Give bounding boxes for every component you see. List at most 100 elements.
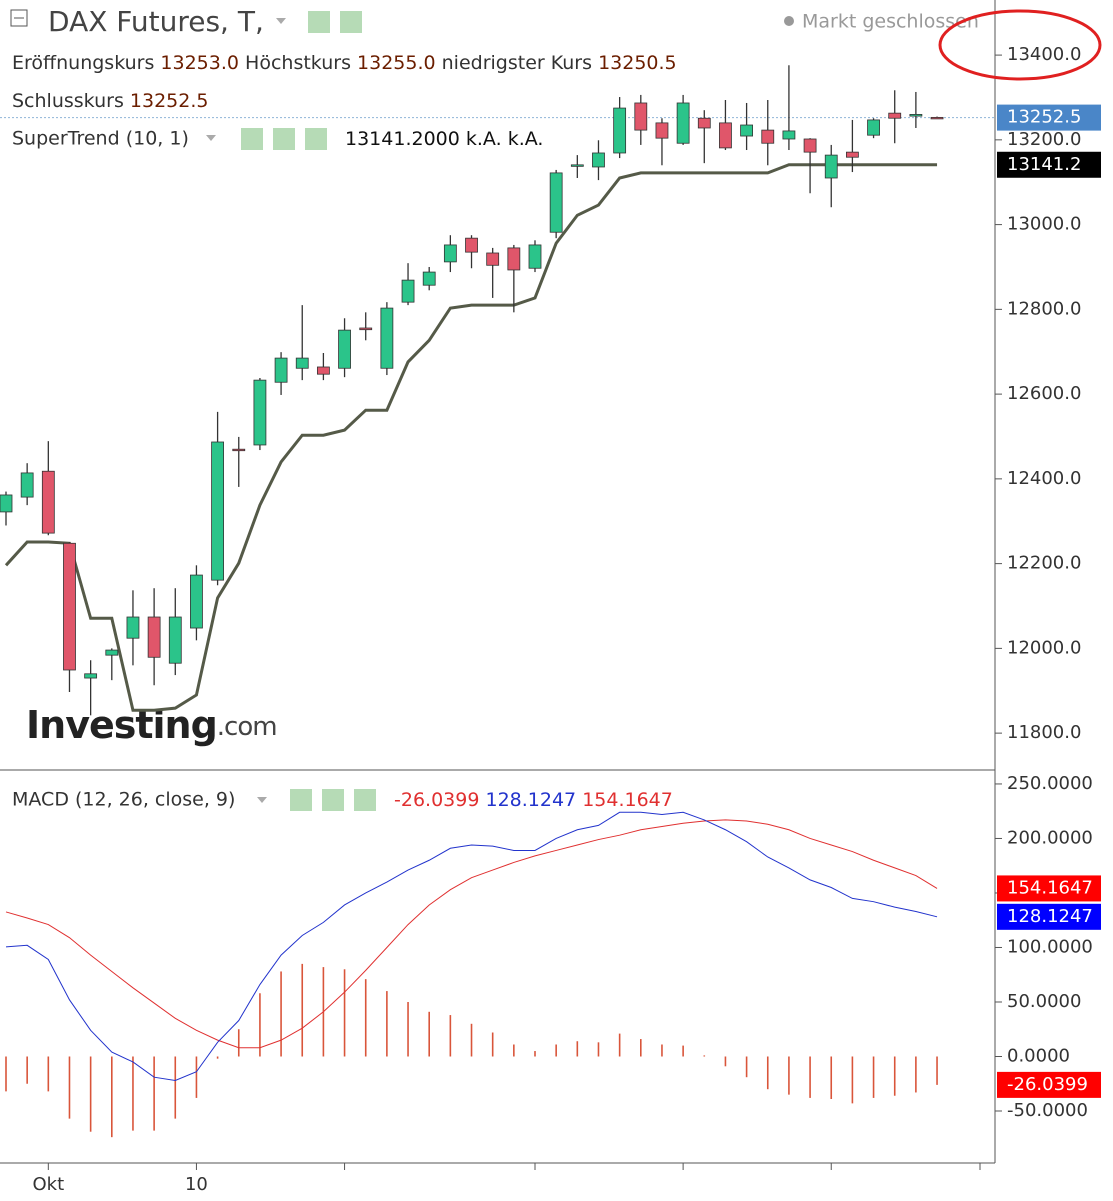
y-tick-label: 12000.0 (1007, 637, 1081, 658)
collapse-icon[interactable] (10, 9, 28, 27)
candle-body (147, 616, 161, 658)
close-value: 13252.5 (130, 90, 209, 112)
candle-body (549, 172, 563, 233)
dropdown[interactable] (257, 797, 267, 803)
candle-body (592, 152, 605, 168)
status-dot (784, 16, 794, 26)
candle-body (422, 271, 436, 286)
signal-line (5, 819, 938, 1049)
y-tick-label: 12200.0 (1007, 553, 1081, 574)
x-tick-label: Okt (32, 1174, 64, 1195)
candle-body (126, 616, 140, 639)
price-badge-label: 13141.2 (1007, 154, 1081, 175)
candle-body (528, 244, 542, 269)
candle-body (824, 154, 838, 179)
y-tick-label: 12400.0 (1007, 468, 1081, 489)
highlight-circle (938, 9, 1102, 81)
candle-body (105, 649, 119, 656)
gear-icon[interactable] (322, 789, 344, 811)
signal-value: 154.1647 (582, 789, 673, 811)
candle-body (782, 130, 796, 140)
candle-body (486, 252, 500, 266)
price-badge-label: 13252.5 (1007, 107, 1081, 128)
high-value: 13255.0 (357, 52, 436, 74)
eye-icon[interactable] (241, 128, 263, 150)
candle-body (676, 102, 690, 144)
price-badge (997, 875, 1101, 902)
candle-body (63, 542, 76, 671)
market-status: Markt geschlossen (802, 11, 979, 33)
close-legend: Schlusskurs 13252.5 (12, 90, 208, 112)
x-tick-label: 10 (185, 1174, 208, 1195)
gear-icon[interactable] (273, 128, 295, 150)
candle-body (20, 472, 34, 498)
y-tick-label: 13200.0 (1007, 129, 1081, 150)
candle-body (380, 307, 394, 369)
low-value: 13250.5 (598, 52, 677, 74)
supertrend-value: 13141.2000 (345, 128, 460, 150)
macd-line (5, 811, 938, 1081)
close-icon[interactable] (354, 789, 376, 811)
watermark: Investing.com (26, 703, 277, 747)
eye-icon[interactable] (290, 789, 312, 811)
y-tick-label: -50.0000 (1007, 1100, 1088, 1121)
candle-body (803, 138, 817, 153)
supertrend-line (4, 163, 938, 712)
candle-body (655, 122, 669, 139)
y-tick-label: 11800.0 (1007, 722, 1081, 743)
close-icon[interactable] (305, 128, 327, 150)
candle-body (465, 237, 478, 253)
y-tick-label: 250.0000 (1007, 773, 1093, 794)
candle-body (190, 574, 203, 629)
candle-body (507, 247, 521, 271)
y-tick-label: 100.0000 (1007, 936, 1093, 957)
candle-body (867, 119, 880, 136)
open-label: Eröffnungskurs (12, 52, 154, 74)
candle-body (613, 107, 627, 154)
watermark-brand: Investing (26, 703, 217, 747)
close-label: Schlusskurs (12, 90, 124, 112)
price-badge-label: -26.0399 (1007, 1074, 1088, 1095)
candle-body (211, 441, 225, 581)
chart-title: DAX Futures, T, (48, 5, 264, 38)
candle-body (909, 114, 923, 117)
candle-body (359, 327, 373, 331)
candle-body (84, 673, 98, 679)
candle-body (232, 448, 246, 452)
y-tick-label: 50.0000 (1007, 991, 1081, 1012)
candle-body (295, 357, 309, 369)
candle-body (697, 117, 711, 129)
candle-body (168, 616, 182, 664)
candle-body (846, 151, 859, 158)
candle-body (41, 470, 55, 534)
y-tick-label: 13000.0 (1007, 214, 1081, 235)
y-tick-label: 12800.0 (1007, 298, 1081, 319)
candle-body (740, 124, 753, 137)
candle-body (274, 357, 288, 383)
y-tick-label: 200.0000 (1007, 827, 1093, 848)
price-badge (997, 104, 1101, 131)
price-badge-label: 154.1647 (1007, 877, 1093, 898)
eye-icon[interactable] (308, 11, 330, 33)
candle-body (570, 164, 584, 167)
watermark-suffix: .com (217, 712, 277, 742)
macd-legend: MACD (12, 26, close, 9) (12, 789, 235, 811)
price-badge-label: 128.1247 (1007, 906, 1093, 927)
dropdown[interactable] (206, 135, 216, 141)
candle-body (719, 122, 732, 149)
price-badge (997, 1071, 1101, 1098)
supertrend-values: 13141.2000 k.A. k.A. (345, 128, 543, 150)
supertrend-legend: SuperTrend (10, 1) (12, 128, 189, 150)
supertrend-value: k.A. (466, 128, 502, 150)
ohlc-legend: Eröffnungskurs 13253.0 Höchstkurs 13255.… (12, 52, 677, 74)
y-tick-label: 0.0000 (1007, 1045, 1070, 1066)
supertrend-value: k.A. (508, 128, 544, 150)
dropdown[interactable] (276, 18, 286, 24)
price-badge (997, 903, 1101, 930)
candle-body (316, 366, 330, 375)
macd-value: 128.1247 (485, 789, 576, 811)
candle-body (401, 279, 415, 303)
gear-icon[interactable] (340, 11, 362, 33)
